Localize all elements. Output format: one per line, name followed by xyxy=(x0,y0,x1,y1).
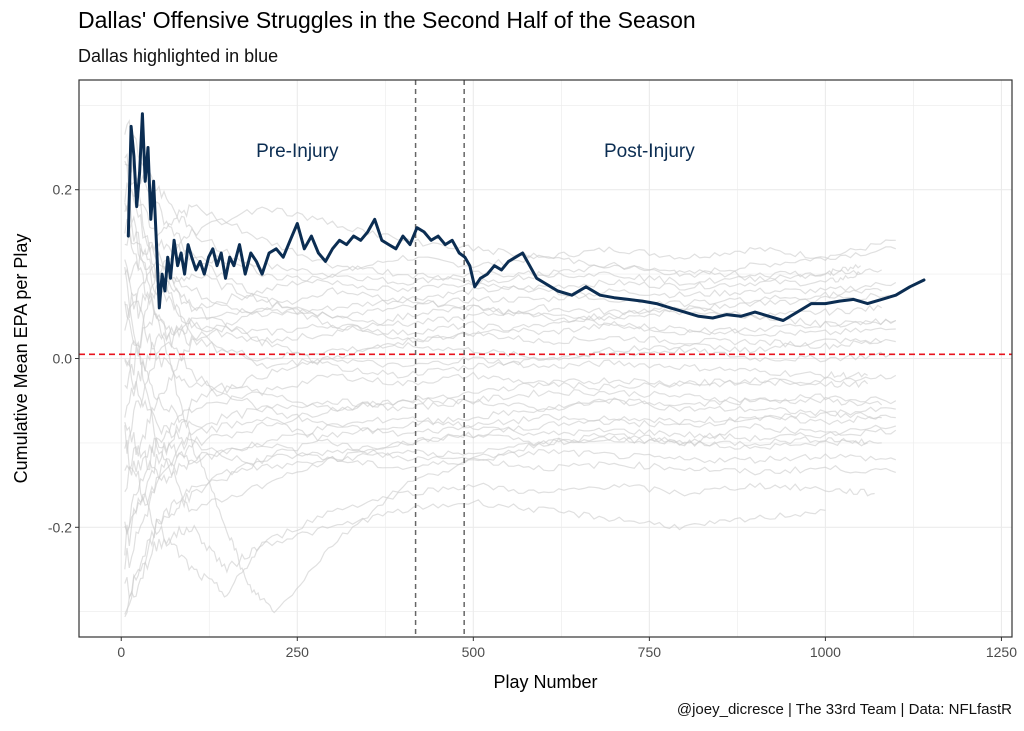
other-team-line xyxy=(124,441,896,534)
x-tick-label: 1250 xyxy=(986,644,1017,660)
chart-title: Dallas' Offensive Struggles in the Secon… xyxy=(78,7,696,33)
other-team-line xyxy=(124,281,897,454)
chart-subtitle: Dallas highlighted in blue xyxy=(78,46,279,66)
other-team-line xyxy=(124,259,897,397)
x-tick-label: 1000 xyxy=(810,644,841,660)
other-team-line xyxy=(124,301,896,429)
x-tick-label: 0 xyxy=(117,644,125,660)
other-team-line xyxy=(124,188,861,318)
dallas-line xyxy=(126,112,926,322)
dallas-line-group xyxy=(126,112,926,322)
x-tick-label: 500 xyxy=(462,644,486,660)
chart-caption: @joey_dicresce | The 33rd Team | Data: N… xyxy=(676,701,1012,718)
other-team-line xyxy=(124,259,896,379)
other-team-line xyxy=(124,416,882,480)
other-team-line xyxy=(124,205,897,347)
y-tick-label: -0.2 xyxy=(48,519,72,535)
other-team-line xyxy=(124,355,868,535)
annotation-label: Pre-Injury xyxy=(256,141,339,162)
other-team-line xyxy=(124,413,882,493)
x-tick-label: 250 xyxy=(286,644,310,660)
other-teams-lines xyxy=(124,119,897,618)
other-team-line xyxy=(124,231,897,442)
other-team-line xyxy=(124,499,826,618)
other-team-line xyxy=(124,267,896,513)
x-axis: 0 250 500 750 1000 1250 xyxy=(117,637,1017,660)
other-team-line xyxy=(124,439,875,598)
other-team-line xyxy=(124,182,896,614)
other-team-line xyxy=(124,273,883,331)
y-axis-title: Cumulative Mean EPA per Play xyxy=(11,234,31,484)
y-tick-label: 0.2 xyxy=(53,182,73,198)
other-team-line xyxy=(124,318,896,418)
reference-lines xyxy=(79,80,1012,637)
other-team-line xyxy=(124,218,897,312)
y-axis: -0.2 0.0 0.2 xyxy=(48,182,79,535)
y-tick-label: 0.0 xyxy=(53,351,73,367)
annotations: Pre-Injury Post-Injury xyxy=(256,141,695,162)
other-team-line xyxy=(124,206,861,390)
other-team-line xyxy=(124,389,883,570)
other-team-line xyxy=(124,152,889,370)
other-team-line xyxy=(124,309,896,368)
annotation-label: Post-Injury xyxy=(604,141,695,162)
x-tick-label: 750 xyxy=(638,644,662,660)
other-team-line xyxy=(124,393,897,615)
other-team-line xyxy=(124,376,869,556)
x-axis-title: Play Number xyxy=(493,672,597,692)
